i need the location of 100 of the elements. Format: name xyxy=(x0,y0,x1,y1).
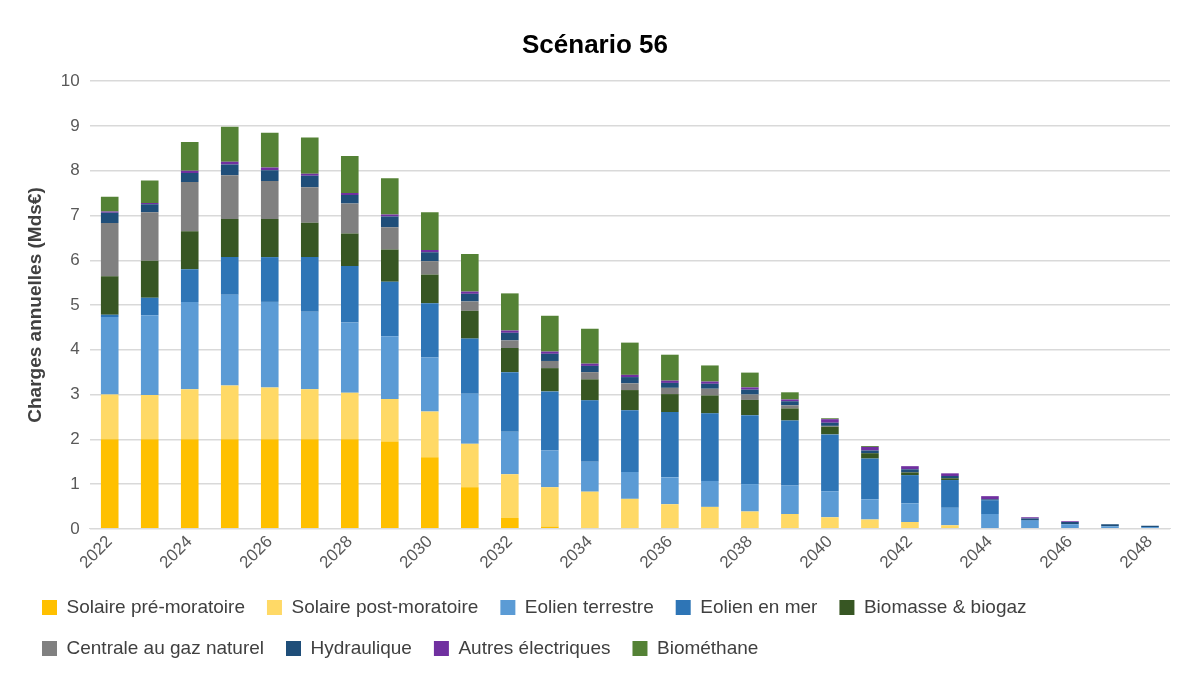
bar xyxy=(901,503,919,523)
bar xyxy=(140,204,159,213)
legend-label: Hydraulique xyxy=(310,636,412,658)
bar xyxy=(661,412,679,478)
bar xyxy=(941,507,959,526)
bar xyxy=(541,353,559,361)
bar xyxy=(100,314,119,318)
bar xyxy=(701,388,719,396)
bar xyxy=(340,439,359,529)
bar xyxy=(260,439,279,529)
bar xyxy=(861,446,879,451)
bar xyxy=(821,426,839,435)
bar xyxy=(821,434,839,492)
bar xyxy=(701,480,719,507)
bar xyxy=(541,351,559,354)
bar xyxy=(220,439,239,529)
bar xyxy=(581,461,599,492)
bar xyxy=(220,164,239,176)
bar xyxy=(220,175,239,220)
bar xyxy=(861,499,879,520)
bar xyxy=(541,391,559,451)
bar xyxy=(941,480,959,508)
bar xyxy=(661,394,679,412)
bar xyxy=(501,518,519,529)
bar xyxy=(340,322,359,393)
bar xyxy=(701,383,719,389)
bar xyxy=(1021,520,1039,529)
legend-label: Biomasse & biogaz xyxy=(863,595,1027,617)
bar xyxy=(501,347,519,373)
bar xyxy=(541,360,559,369)
bar xyxy=(541,450,559,488)
bar xyxy=(140,180,159,203)
bar xyxy=(421,212,439,250)
bar xyxy=(581,372,599,380)
bar xyxy=(501,431,519,475)
bar xyxy=(100,212,119,224)
bar xyxy=(340,392,359,440)
bar xyxy=(621,471,639,499)
bar xyxy=(501,474,519,519)
bar xyxy=(701,413,719,481)
bar xyxy=(741,394,759,400)
bar xyxy=(380,178,399,215)
bar xyxy=(421,261,439,275)
bar xyxy=(220,257,239,295)
bar xyxy=(621,390,639,411)
bar xyxy=(380,249,399,282)
bar xyxy=(461,293,479,302)
y-axis-title: Charges annuelles (Mds€) xyxy=(23,187,45,423)
bar xyxy=(781,408,799,421)
y-tick-label: 5 xyxy=(70,294,80,314)
bar xyxy=(421,252,439,262)
bar xyxy=(140,394,159,440)
bar xyxy=(901,522,919,529)
bar xyxy=(300,311,319,390)
bar xyxy=(701,381,719,384)
bar xyxy=(260,387,279,440)
bar xyxy=(621,383,639,391)
bar xyxy=(741,387,759,390)
legend-label: Solaire pré-moratoire xyxy=(66,595,245,617)
bar xyxy=(421,457,439,529)
bar xyxy=(821,517,839,529)
y-tick-label: 0 xyxy=(70,518,80,538)
bar xyxy=(220,385,239,440)
bar xyxy=(180,181,199,232)
bar xyxy=(340,155,359,194)
bar xyxy=(260,181,279,220)
bar xyxy=(340,194,359,204)
bar xyxy=(861,519,879,529)
bar xyxy=(100,223,119,277)
y-tick-label: 3 xyxy=(70,384,80,404)
bar xyxy=(340,233,359,267)
bar xyxy=(220,219,239,258)
bar xyxy=(380,399,399,442)
legend-label: Biométhane xyxy=(656,636,759,658)
bar xyxy=(220,126,239,162)
bar xyxy=(581,379,599,401)
bar xyxy=(661,354,679,381)
bar xyxy=(581,363,599,366)
bar xyxy=(100,196,119,212)
bar xyxy=(741,372,759,388)
bar xyxy=(260,170,279,182)
bar xyxy=(981,500,999,515)
bar xyxy=(260,219,279,258)
y-tick-label: 4 xyxy=(70,339,80,359)
legend-label: Autres électriques xyxy=(458,636,611,658)
bar xyxy=(180,172,199,182)
bar xyxy=(781,485,799,515)
bar xyxy=(661,382,679,388)
bar xyxy=(581,400,599,462)
bar xyxy=(461,253,479,292)
bar xyxy=(661,380,679,383)
bar xyxy=(421,303,439,358)
bar xyxy=(300,187,319,223)
bar xyxy=(661,477,679,505)
bar xyxy=(380,336,399,400)
bar xyxy=(380,281,399,337)
bar xyxy=(340,203,359,234)
bar xyxy=(180,389,199,440)
bar xyxy=(461,443,479,488)
bar xyxy=(300,175,319,188)
